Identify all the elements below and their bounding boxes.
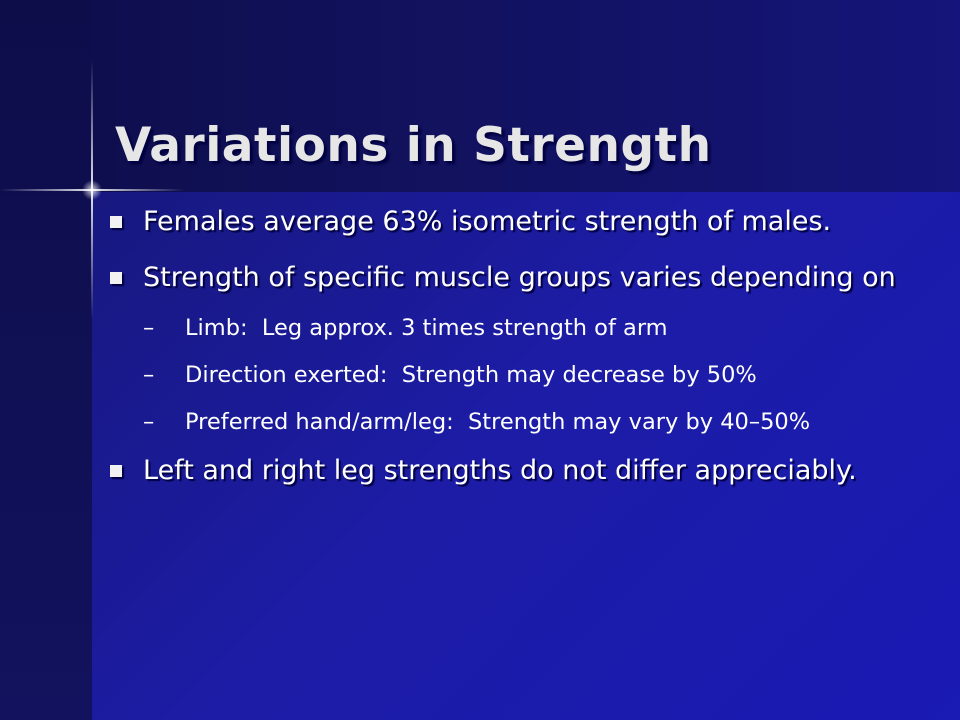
sub-bullet: Direction exerted: Strength may decrease…: [143, 356, 898, 394]
bullet-list: Females average 63% isometric strength o…: [108, 201, 898, 506]
bullet-text: Females average 63% isometric strength o…: [143, 206, 832, 237]
bullet-item: Strength of specific muscle groups varie…: [108, 257, 898, 298]
sub-bullet: Preferred hand/arm/leg: Strength may var…: [143, 403, 898, 441]
sub-bullet-list: Limb: Leg approx. 3 times strength of ar…: [143, 309, 898, 441]
bullet-item: Left and right leg strengths do not diff…: [108, 450, 898, 491]
bullet-item: Females average 63% isometric strength o…: [108, 201, 898, 242]
background-band: [0, 0, 92, 720]
sub-bullet: Limb: Leg approx. 3 times strength of ar…: [143, 309, 898, 347]
bullet-text: Left and right leg strengths do not diff…: [143, 455, 857, 486]
bullet-text: Strength of specific muscle groups varie…: [143, 262, 896, 293]
background-band: [0, 0, 960, 192]
slide-title: Variations in Strength: [115, 118, 712, 173]
